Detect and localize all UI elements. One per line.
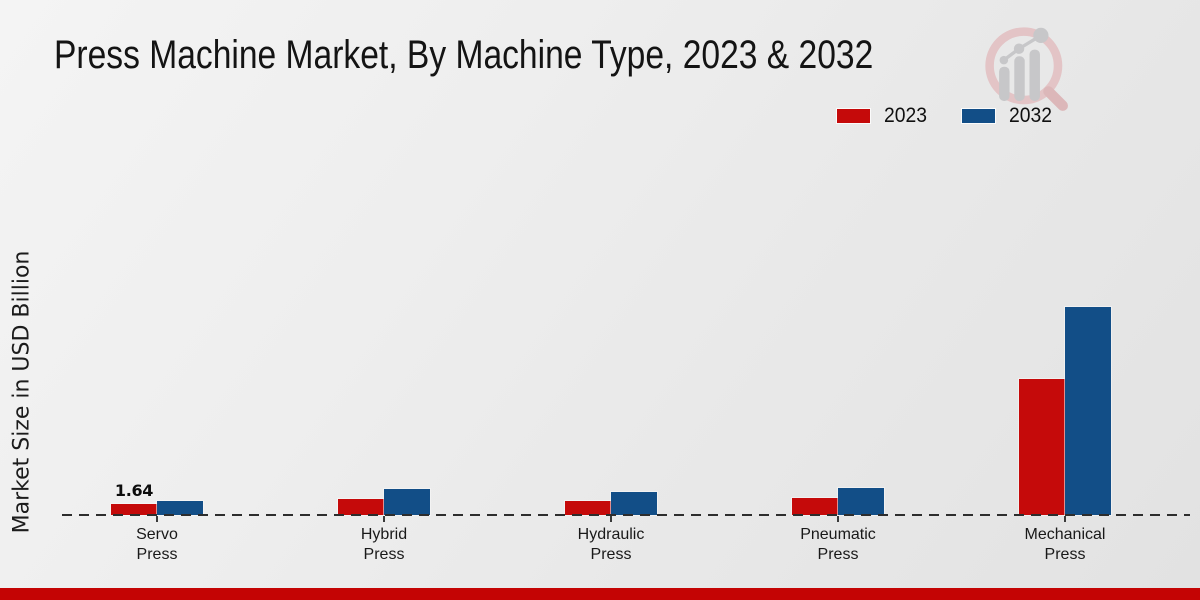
- x-axis-tick-servo-press: [156, 516, 158, 522]
- bar-hydraulic-press-2032: [611, 492, 657, 515]
- legend-item-2023: 2023: [837, 104, 931, 128]
- category-label-servo-press: Servo Press: [136, 526, 178, 563]
- x-axis-tick-hybrid-press: [383, 516, 385, 522]
- legend-label-2023: 2023: [884, 104, 927, 127]
- bar-hybrid-press-2032: [384, 489, 430, 515]
- x-axis-tick-hydraulic-press: [610, 516, 612, 522]
- bar-servo-press-2023: [111, 504, 157, 515]
- bottom-accent-bar: [0, 588, 1200, 600]
- data-label-servo-press-2023: 1.64: [114, 481, 154, 500]
- x-axis-tick-mechanical-press: [1064, 516, 1066, 522]
- legend-swatch-2032: [961, 109, 995, 123]
- chart-title: Press Machine Market, By Machine Type, 2…: [54, 33, 874, 77]
- legend-swatch-2023: [837, 109, 870, 123]
- bar-hybrid-press-2023: [338, 499, 384, 515]
- legend: 2023 2032: [837, 104, 1055, 128]
- bar-pneumatic-press-2023: [792, 498, 838, 515]
- x-axis-tick-pneumatic-press: [837, 516, 839, 522]
- legend-item-2032: 2032: [961, 104, 1056, 128]
- category-label-hybrid-press: Hybrid Press: [360, 526, 408, 563]
- x-axis-dashed-baseline: [62, 514, 1190, 516]
- bar-mechanical-press-2032: [1065, 307, 1111, 515]
- category-label-hydraulic-press: Hydraulic Press: [577, 526, 645, 563]
- bar-pneumatic-press-2032: [838, 488, 884, 515]
- category-label-pneumatic-press: Pneumatic Press: [800, 526, 876, 563]
- bar-hydraulic-press-2023: [565, 501, 611, 515]
- bar-mechanical-press-2023: [1019, 379, 1065, 515]
- category-label-mechanical-press: Mechanical Press: [1024, 526, 1106, 563]
- magnifier-bar-chart-watermark-icon: [985, 27, 1068, 111]
- bar-servo-press-2032: [157, 501, 203, 515]
- legend-label-2032: 2032: [1008, 104, 1052, 127]
